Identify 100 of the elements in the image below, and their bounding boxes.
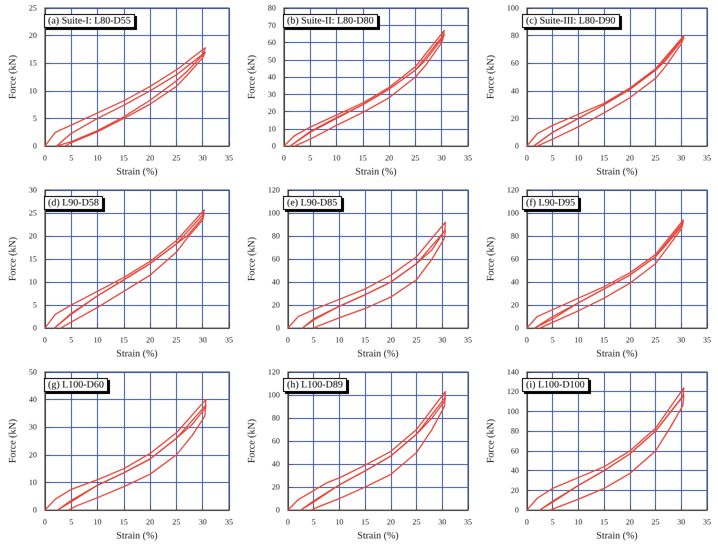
y-tick-label: 20 [28, 232, 37, 241]
x-tick-label: 35 [225, 518, 233, 527]
x-tick-label: 15 [120, 336, 128, 345]
x-tick-label: 30 [198, 154, 207, 163]
x-tick-label: 10 [335, 336, 344, 345]
x-tick-label: 15 [600, 336, 608, 345]
x-tick-label: 0 [286, 518, 290, 527]
x-tick-label: 0 [524, 336, 529, 345]
y-tick-label: 10 [28, 478, 37, 487]
x-tick-label: 35 [225, 154, 233, 163]
text: (b) Suite-II: L80-D80 [287, 16, 374, 26]
y-tick-label: 0 [276, 506, 280, 515]
y-tick-label: 15 [28, 58, 37, 68]
y-tick-label: 0 [514, 142, 519, 151]
x-tick-label: 5 [308, 154, 312, 163]
y-axis-title: Force (kN) [246, 236, 258, 282]
x-tick-label: 35 [464, 154, 472, 163]
x-tick-label: 35 [703, 154, 711, 163]
x-tick-label: 10 [574, 518, 582, 527]
x-axis-title: Strain (%) [116, 530, 158, 542]
y-tick-label: 20 [28, 450, 37, 460]
x-tick-label: 15 [361, 336, 370, 345]
x-tick-label: 30 [677, 518, 686, 527]
x-tick-label: 15 [120, 154, 128, 163]
x-tick-label: 35 [225, 336, 233, 345]
x-tick-label: 10 [94, 336, 102, 345]
x-tick-label: 25 [172, 336, 180, 345]
y-axis-title: Force (kN) [486, 54, 496, 100]
x-tick-label: 30 [677, 154, 686, 163]
y-tick-label: 60 [510, 254, 519, 264]
y-tick-label: 0 [514, 324, 519, 333]
y-tick-label: 70 [268, 20, 276, 30]
y-tick-label: 40 [268, 72, 276, 82]
x-axis-title: Strain (%) [596, 530, 638, 542]
x-tick-label: 5 [69, 336, 74, 345]
y-tick-label: 60 [510, 446, 519, 456]
x-tick-label: 25 [411, 154, 420, 163]
x-tick-label: 20 [386, 518, 395, 527]
x-tick-label: 5 [550, 154, 555, 163]
x-tick-label: 10 [94, 518, 102, 527]
x-tick-label: 15 [358, 154, 367, 163]
y-tick-label: 30 [28, 186, 37, 194]
x-tick-label: 10 [574, 154, 582, 163]
x-tick-label: 20 [146, 154, 154, 163]
y-tick-label: 80 [510, 426, 519, 436]
y-tick-label: 80 [510, 232, 519, 241]
x-tick-label: 15 [600, 518, 608, 527]
y-tick-label: 25 [28, 208, 37, 218]
y-tick-label: 100 [506, 4, 519, 12]
x-tick-label: 5 [69, 154, 74, 163]
x-tick-label: 0 [42, 336, 47, 345]
y-tick-label: 140 [506, 368, 519, 376]
y-tick-label: 30 [268, 90, 276, 99]
x-tick-label: 0 [42, 154, 47, 163]
y-tick-label: 80 [268, 4, 276, 12]
x-tick-label: 10 [335, 518, 344, 527]
y-tick-label: 20 [510, 114, 519, 123]
y-tick-label: 100 [268, 390, 280, 400]
x-tick-label: 25 [652, 336, 660, 345]
y-tick-label: 50 [268, 55, 276, 64]
x-tick-label: 20 [385, 154, 394, 163]
y-tick-label: 5 [32, 114, 37, 123]
y-tick-label: 40 [510, 466, 519, 476]
x-tick-label: 20 [626, 518, 634, 527]
y-tick-label: 100 [506, 208, 519, 218]
x-tick-label: 5 [312, 336, 316, 345]
y-tick-label: 0 [272, 142, 276, 151]
x-tick-label: 10 [332, 154, 340, 163]
y-tick-label: 10 [28, 278, 37, 287]
x-tick-label: 30 [677, 336, 686, 345]
y-axis-title: Force (kN) [8, 236, 18, 282]
text: (e) L90-D85 [287, 198, 338, 208]
x-tick-label: 35 [464, 518, 472, 527]
x-tick-label: 15 [600, 154, 608, 163]
y-tick-label: 100 [268, 208, 280, 218]
text: (c) Suite-III: L80-D90 [526, 16, 616, 26]
x-tick-label: 30 [198, 336, 207, 345]
x-axis-title: Strain (%) [116, 166, 158, 178]
x-tick-label: 25 [412, 336, 421, 345]
y-tick-label: 20 [510, 486, 519, 495]
x-tick-label: 35 [703, 336, 711, 345]
y-tick-label: 0 [32, 324, 37, 333]
x-tick-label: 20 [626, 154, 634, 163]
x-tick-label: 5 [69, 518, 74, 527]
y-tick-label: 80 [272, 232, 280, 241]
x-tick-label: 25 [172, 154, 180, 163]
y-tick-label: 40 [272, 460, 280, 469]
y-tick-label: 20 [272, 300, 280, 310]
y-tick-label: 5 [32, 300, 37, 310]
y-tick-label: 100 [506, 406, 519, 416]
y-tick-label: 50 [28, 368, 37, 376]
y-tick-label: 20 [28, 31, 37, 40]
x-tick-label: 15 [120, 518, 128, 527]
y-tick-label: 120 [268, 368, 280, 376]
y-tick-label: 80 [272, 414, 280, 423]
y-tick-label: 20 [272, 482, 280, 492]
y-tick-label: 20 [268, 107, 276, 116]
x-tick-label: 20 [386, 336, 395, 345]
y-tick-label: 0 [32, 506, 37, 515]
x-tick-label: 0 [42, 518, 47, 527]
